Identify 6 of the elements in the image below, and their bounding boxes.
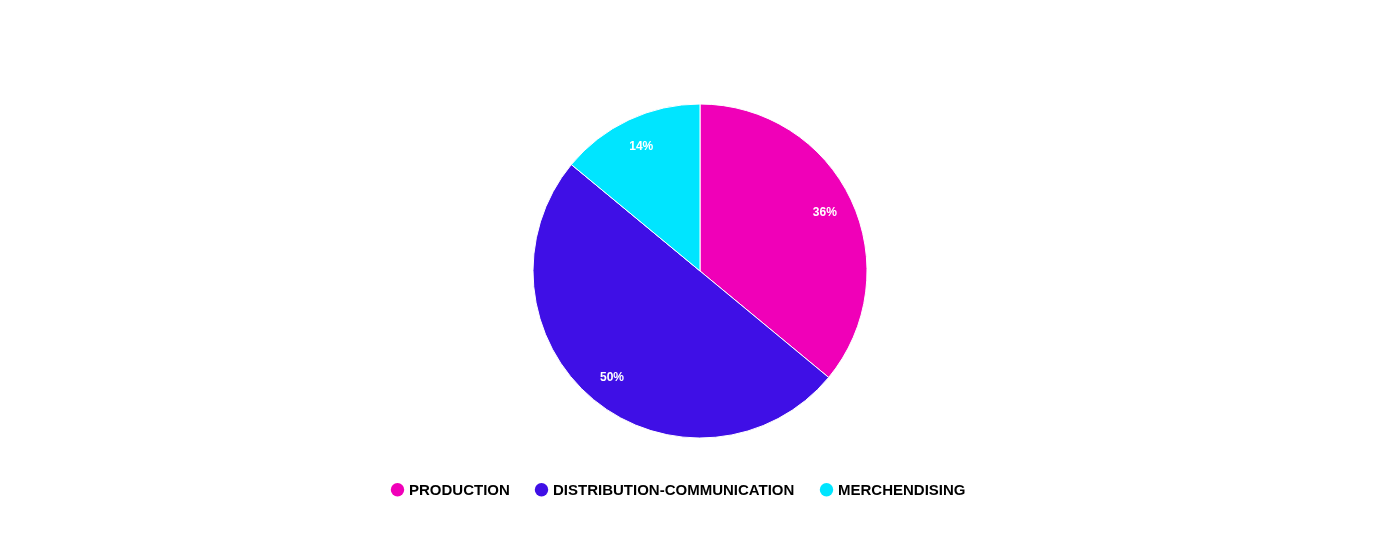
data-label: 50%: [600, 370, 625, 385]
legend-label: MERCHENDISING: [838, 480, 966, 498]
legend-label: DISTRIBUTION-COMMUNICATION: [553, 480, 795, 498]
data-label: 36%: [812, 205, 838, 220]
legend-label: PRODUCTION: [409, 480, 510, 498]
data-label: 14%: [629, 139, 654, 154]
